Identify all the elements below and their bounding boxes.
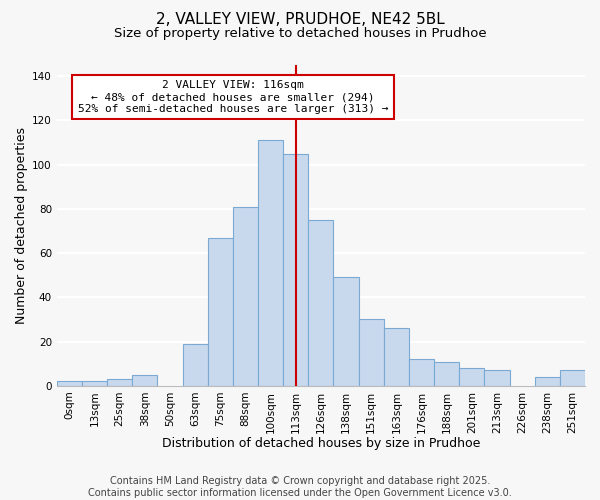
Bar (233, 206, 258, 386)
Bar (283, 154, 308, 386)
Bar (384, 328, 409, 386)
Bar (409, 360, 434, 386)
Bar (334, 278, 359, 386)
Bar (459, 368, 484, 386)
Y-axis label: Number of detached properties: Number of detached properties (15, 127, 28, 324)
Bar (258, 140, 283, 386)
Bar (308, 220, 334, 386)
Text: Contains HM Land Registry data © Crown copyright and database right 2025.
Contai: Contains HM Land Registry data © Crown c… (88, 476, 512, 498)
Bar (434, 362, 459, 386)
Bar (57, 382, 82, 386)
Bar (182, 344, 208, 386)
Bar (132, 375, 157, 386)
X-axis label: Distribution of detached houses by size in Prudhoe: Distribution of detached houses by size … (162, 437, 480, 450)
Bar (359, 320, 384, 386)
Bar (484, 370, 509, 386)
Bar (560, 370, 585, 386)
Text: 2, VALLEY VIEW, PRUDHOE, NE42 5BL: 2, VALLEY VIEW, PRUDHOE, NE42 5BL (155, 12, 445, 28)
Bar (107, 379, 132, 386)
Bar (82, 382, 107, 386)
Bar (535, 377, 560, 386)
Bar (208, 238, 233, 386)
Text: 2 VALLEY VIEW: 116sqm
← 48% of detached houses are smaller (294)
52% of semi-det: 2 VALLEY VIEW: 116sqm ← 48% of detached … (77, 80, 388, 114)
Text: Size of property relative to detached houses in Prudhoe: Size of property relative to detached ho… (113, 28, 487, 40)
